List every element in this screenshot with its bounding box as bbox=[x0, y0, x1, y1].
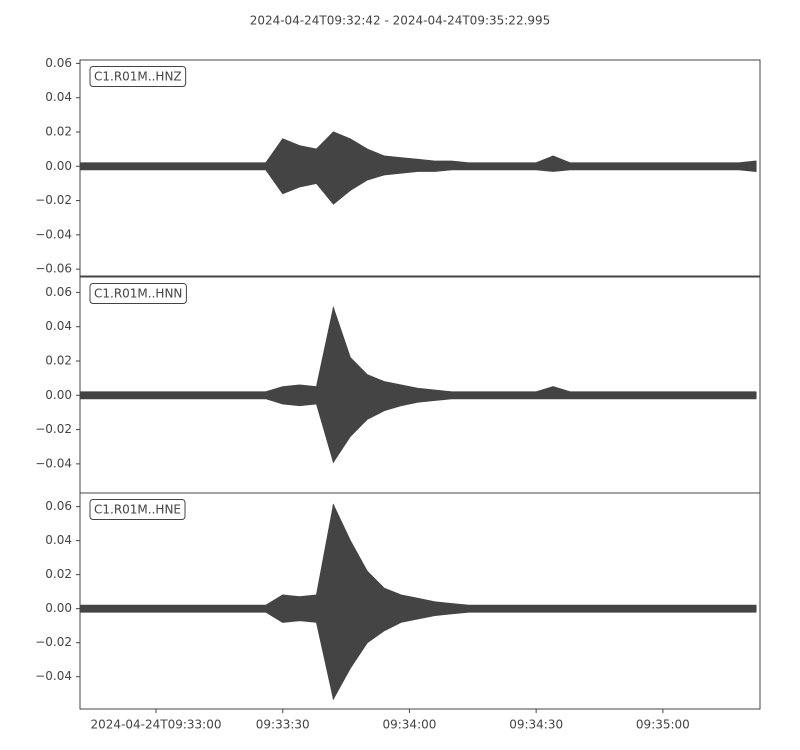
trace-label: C1.R01M..HNE bbox=[94, 503, 181, 517]
y-tick-label: −0.04 bbox=[35, 669, 72, 683]
x-tick-label: 2024-04-24T09:33:00 bbox=[91, 718, 222, 732]
y-tick-label: −0.02 bbox=[35, 635, 72, 649]
panel bbox=[80, 131, 757, 205]
x-tick-label: 09:35:00 bbox=[636, 718, 690, 732]
trace-label-box bbox=[89, 66, 187, 87]
panel-frame bbox=[79, 276, 761, 494]
y-tick-label: 0.06 bbox=[45, 499, 72, 513]
y-tick-label: 0.02 bbox=[45, 354, 72, 368]
y-tick-label: −0.02 bbox=[35, 193, 72, 207]
trace-label-box bbox=[89, 499, 186, 520]
trace-label: C1.R01M..HNN bbox=[94, 287, 182, 301]
x-tick-label: 09:34:30 bbox=[509, 718, 563, 732]
y-tick-label: 0.06 bbox=[45, 285, 72, 299]
x-tick-label: 09:33:30 bbox=[256, 718, 310, 732]
y-tick-label: 0.00 bbox=[45, 601, 72, 615]
y-tick-label: −0.02 bbox=[35, 422, 72, 436]
trace-label-box bbox=[89, 283, 187, 304]
trace-label: C1.R01M..HNZ bbox=[94, 70, 182, 84]
y-tick-label: 0.04 bbox=[45, 90, 72, 104]
panel bbox=[80, 503, 757, 701]
y-tick-label: 0.04 bbox=[45, 533, 72, 547]
chart-title: 2024-04-24T09:32:42 - 2024-04-24T09:35:2… bbox=[250, 14, 551, 28]
y-tick-label: 0.02 bbox=[45, 567, 72, 581]
x-tick-label: 09:34:00 bbox=[382, 718, 436, 732]
waveform-envelope bbox=[80, 306, 757, 464]
y-tick-label: 0.04 bbox=[45, 319, 72, 333]
y-tick-label: 0.02 bbox=[45, 125, 72, 139]
y-tick-label: 0.00 bbox=[45, 388, 72, 402]
y-tick-label: 0.00 bbox=[45, 159, 72, 173]
panel-frame bbox=[79, 59, 761, 277]
y-tick-label: −0.06 bbox=[35, 262, 72, 276]
y-tick-label: −0.04 bbox=[35, 456, 72, 470]
y-tick-label: 0.06 bbox=[45, 56, 72, 70]
panel bbox=[80, 306, 757, 464]
y-tick-label: −0.04 bbox=[35, 227, 72, 241]
panel-frame bbox=[79, 492, 761, 710]
